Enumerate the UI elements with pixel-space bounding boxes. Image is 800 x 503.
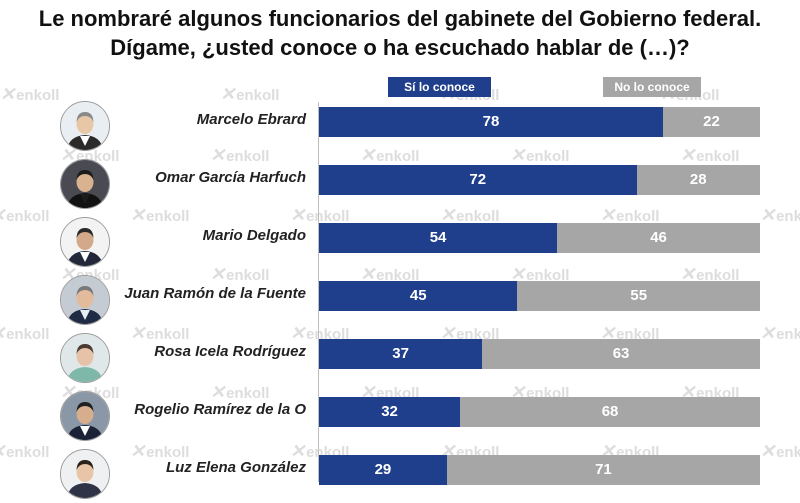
bar-value-label: 71 — [595, 461, 612, 478]
category-axis-line — [318, 102, 319, 482]
bar-no-lo-conoce: 68 — [460, 397, 760, 427]
person-photo — [60, 391, 110, 441]
bar-value-label: 63 — [612, 345, 630, 362]
bar-no-lo-conoce: 28 — [636, 165, 760, 195]
bar-si-lo-conoce: 72 — [319, 165, 637, 195]
person-photo — [60, 217, 110, 267]
legend-no-lo-conoce: No lo conoce — [603, 77, 701, 97]
category-label: Mario Delgado — [202, 227, 306, 244]
category-label: Omar García Harfuch — [155, 169, 306, 186]
bar-no-lo-conoce: 55 — [517, 281, 760, 311]
bar-si-lo-conoce: 54 — [319, 223, 558, 253]
bar-no-lo-conoce: 71 — [446, 455, 760, 485]
chart-row: Luz Elena González 29 71 — [0, 445, 800, 503]
bar-si-lo-conoce: 45 — [319, 281, 518, 311]
bar-si-lo-conoce: 32 — [319, 397, 461, 427]
chart-row: Rogelio Ramírez de la O 32 68 — [0, 387, 800, 445]
bar-si-lo-conoce: 78 — [319, 107, 663, 137]
bar-value-label: 22 — [703, 113, 720, 130]
bar-no-lo-conoce: 22 — [662, 107, 760, 137]
bar-value-label: 78 — [482, 113, 500, 130]
person-photo — [60, 275, 110, 325]
chart-row: Mario Delgado 54 46 — [0, 213, 800, 271]
chart-row: Marcelo Ebrard 78 22 — [0, 97, 800, 155]
bar-value-label: 54 — [429, 229, 447, 246]
person-photo — [60, 159, 110, 209]
bar-value-label: 32 — [381, 403, 398, 420]
chart-row: Rosa Icela Rodríguez 37 63 — [0, 329, 800, 387]
chart-row: Juan Ramón de la Fuente 45 55 — [0, 271, 800, 329]
bar-value-label: 29 — [374, 461, 392, 478]
title-line-2: Dígame, ¿usted conoce o ha escuchado hab… — [110, 35, 690, 60]
person-photo — [60, 101, 110, 151]
bar-value-label: 68 — [601, 403, 619, 420]
bar-no-lo-conoce: 63 — [482, 339, 760, 369]
chart-title: Le nombraré algunos funcionarios del gab… — [0, 4, 800, 62]
chart-row: Omar García Harfuch 72 28 — [0, 155, 800, 213]
person-photo — [60, 333, 110, 383]
title-line-1: Le nombraré algunos funcionarios del gab… — [38, 6, 762, 31]
category-label: Luz Elena González — [165, 459, 306, 476]
bar-value-label: 72 — [469, 171, 487, 188]
category-label: Rogelio Ramírez de la O — [134, 401, 306, 418]
bar-si-lo-conoce: 29 — [319, 455, 447, 485]
category-label: Marcelo Ebrard — [196, 111, 306, 128]
bar-value-label: 37 — [392, 345, 409, 362]
bar-value-label: 28 — [689, 171, 707, 188]
bar-value-label: 45 — [409, 287, 427, 304]
bar-value-label: 55 — [630, 287, 648, 304]
category-label: Juan Ramón de la Fuente — [124, 285, 306, 302]
bar-si-lo-conoce: 37 — [319, 339, 483, 369]
legend-si-lo-conoce: Sí lo conoce — [388, 77, 491, 97]
bar-value-label: 46 — [650, 229, 667, 246]
bar-no-lo-conoce: 46 — [557, 223, 760, 253]
category-label: Rosa Icela Rodríguez — [154, 343, 306, 360]
person-photo — [60, 449, 110, 499]
